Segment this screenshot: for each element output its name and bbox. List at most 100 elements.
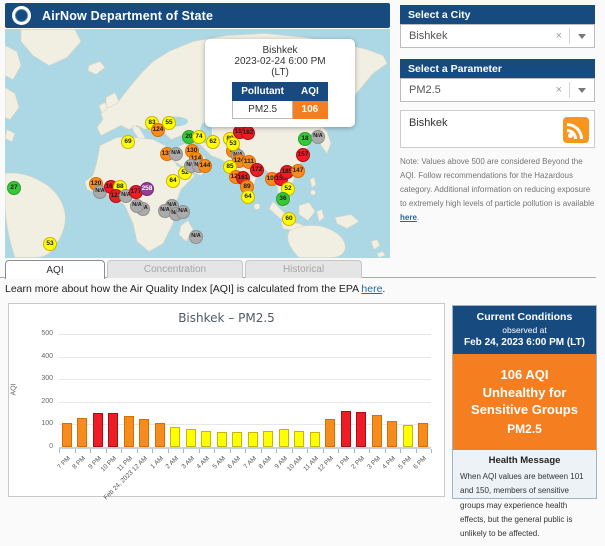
rss-city-label: Bishkek bbox=[409, 117, 448, 129]
map-marker[interactable]: 27 bbox=[7, 181, 21, 195]
map-marker[interactable]: 18 bbox=[298, 132, 312, 146]
map-marker[interactable]: N/A bbox=[169, 147, 183, 161]
chart-bar[interactable] bbox=[356, 411, 367, 447]
popup-table: Pollutant AQI PM2.5 106 bbox=[232, 82, 328, 119]
map-marker[interactable]: 55 bbox=[162, 116, 176, 130]
chart-bar[interactable] bbox=[216, 431, 227, 447]
y-axis-tick-label: 500 bbox=[41, 330, 53, 337]
city-select[interactable]: Bishkek × bbox=[400, 24, 595, 48]
x-axis-tick bbox=[183, 449, 184, 453]
note-here-link[interactable]: here bbox=[400, 213, 417, 222]
x-axis-tick bbox=[167, 449, 169, 453]
chart-bar[interactable] bbox=[247, 432, 258, 447]
x-axis-tick bbox=[214, 449, 215, 453]
tab-historical[interactable]: Historical bbox=[245, 260, 362, 278]
map-marker[interactable]: 182 bbox=[241, 126, 255, 140]
chart-bar[interactable] bbox=[154, 423, 165, 447]
map-marker[interactable]: N/A bbox=[176, 205, 190, 219]
chart-bar[interactable] bbox=[294, 430, 305, 447]
chart-bar[interactable] bbox=[201, 431, 212, 447]
chart-bar[interactable] bbox=[139, 419, 150, 447]
cc-health-message: Health Message When AQI values are betwe… bbox=[453, 450, 596, 546]
popup-pollutant-header: Pollutant bbox=[232, 82, 293, 101]
map-marker[interactable]: 147 bbox=[291, 164, 305, 178]
chart-bar[interactable] bbox=[77, 417, 88, 447]
aqi-note: Note: Values above 500 are considered Be… bbox=[400, 157, 595, 222]
map-marker[interactable]: 157 bbox=[296, 148, 310, 162]
tab-aqi[interactable]: AQI bbox=[5, 260, 105, 279]
tab-concentration[interactable]: Concentration bbox=[107, 260, 243, 278]
x-axis-tick bbox=[291, 449, 293, 453]
select-divider bbox=[569, 28, 570, 44]
x-axis-tick bbox=[276, 449, 277, 453]
world-map[interactable]: 27 53 69 83 124 55 120 N/A 163 88 121 N/A 177 258 64 52… bbox=[5, 29, 390, 258]
x-axis-tick bbox=[400, 449, 401, 453]
aqi-chart-card: Bishkek – PM2.5 AQI 0 100 200 300 400 500 7 PM… bbox=[8, 303, 445, 501]
parameter-chevron-down-icon[interactable] bbox=[578, 87, 586, 93]
learn-more-here-link[interactable]: here bbox=[361, 283, 383, 295]
chart-bar[interactable] bbox=[108, 412, 119, 447]
map-marker[interactable]: 124 bbox=[151, 123, 165, 137]
rss-icon[interactable] bbox=[563, 117, 589, 143]
map-marker[interactable]: 60 bbox=[282, 212, 296, 226]
chart-bar[interactable] bbox=[387, 421, 398, 447]
x-axis-tick bbox=[415, 449, 417, 453]
map-marker[interactable]: 177 bbox=[129, 185, 143, 199]
y-axis-tick-label: 400 bbox=[41, 352, 53, 360]
map-marker[interactable]: 64 bbox=[166, 174, 180, 188]
map-marker[interactable]: 74 bbox=[192, 130, 206, 144]
cc-aqi-block: 106 AQI Unhealthy for Sensitive Groups P… bbox=[453, 354, 596, 450]
y-axis-tick-label: 0 bbox=[49, 443, 53, 450]
chart-bar[interactable] bbox=[278, 429, 289, 447]
popup-datetime: 2023-02-24 6:00 PM bbox=[234, 56, 326, 67]
chart-bar[interactable] bbox=[309, 432, 320, 447]
gridline bbox=[59, 356, 431, 358]
city-clear-icon[interactable]: × bbox=[555, 30, 562, 42]
chart-bar[interactable] bbox=[170, 426, 181, 447]
parameter-clear-icon[interactable]: × bbox=[555, 84, 562, 96]
chart-bar[interactable] bbox=[92, 412, 103, 447]
map-marker[interactable]: 53 bbox=[43, 237, 57, 251]
gridline bbox=[59, 401, 431, 403]
map-marker[interactable]: 144 bbox=[198, 159, 212, 173]
x-axis-tick bbox=[105, 449, 107, 453]
chart-bar[interactable] bbox=[123, 415, 134, 447]
chart-bar[interactable] bbox=[232, 432, 243, 447]
cc-health-text: When AQI values are between 101 and 150,… bbox=[460, 471, 584, 539]
current-conditions-header: Current Conditions observed at Feb 24, 2… bbox=[453, 306, 596, 354]
chart-bar[interactable] bbox=[325, 418, 336, 447]
y-axis-tick-label: 100 bbox=[41, 420, 53, 428]
select-divider bbox=[569, 82, 570, 98]
map-marker[interactable]: 64 bbox=[241, 190, 255, 204]
chart-bar[interactable] bbox=[340, 411, 351, 447]
chart-bar[interactable] bbox=[185, 428, 196, 447]
map-marker[interactable]: N/A bbox=[189, 230, 203, 244]
select-city-header: Select a City bbox=[400, 5, 595, 24]
map-marker[interactable]: N/A bbox=[311, 130, 325, 144]
chart-bar[interactable] bbox=[402, 424, 413, 447]
x-axis-tick bbox=[307, 449, 308, 453]
select-parameter-header: Select a Parameter bbox=[400, 59, 595, 78]
map-marker[interactable]: 62 bbox=[206, 135, 220, 149]
x-axis-tick bbox=[353, 449, 355, 453]
city-chevron-down-icon[interactable] bbox=[578, 33, 586, 39]
map-marker[interactable]: 172 bbox=[250, 163, 264, 177]
map-marker[interactable]: 53 bbox=[226, 137, 240, 151]
chart-bar[interactable] bbox=[263, 430, 274, 447]
map-marker[interactable]: 258 bbox=[140, 182, 154, 196]
chart-bar[interactable] bbox=[371, 414, 382, 447]
parameter-select[interactable]: PM2.5 × bbox=[400, 78, 595, 102]
map-marker[interactable]: 36 bbox=[276, 192, 290, 206]
learn-more-text: Learn more about how the Air Quality Ind… bbox=[5, 283, 386, 295]
map-marker[interactable]: N/A bbox=[130, 199, 144, 213]
chart-y-axis-label: AQI bbox=[10, 383, 18, 396]
cc-aqi-category: Unhealthy for Sensitive Groups bbox=[471, 385, 578, 417]
cc-health-header: Health Message bbox=[488, 454, 561, 466]
x-axis-tick bbox=[322, 449, 324, 453]
map-marker[interactable]: 69 bbox=[121, 135, 135, 149]
x-axis-tick bbox=[59, 449, 60, 453]
chart-bar[interactable] bbox=[61, 423, 72, 447]
rss-city-box: Bishkek bbox=[400, 110, 595, 148]
chart-bar[interactable] bbox=[418, 423, 429, 447]
map-popup: Bishkek 2023-02-24 6:00 PM (LT) Pollutan… bbox=[205, 39, 355, 127]
